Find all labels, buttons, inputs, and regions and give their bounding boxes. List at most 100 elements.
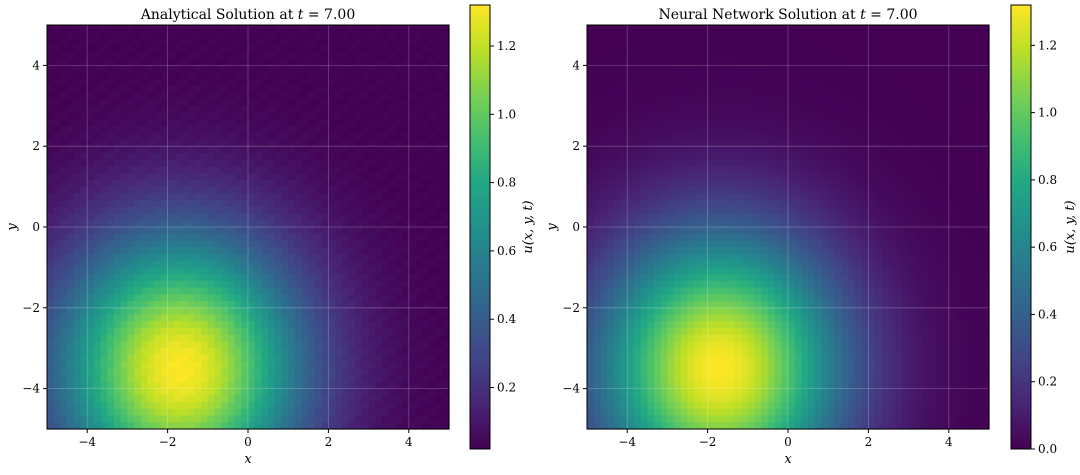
heatmap-cell [728,261,735,268]
heatmap-cell [255,65,262,72]
heatmap-cell [74,146,81,153]
heatmap-cell [721,362,728,369]
heatmap-cell [235,402,242,409]
heatmap-cell [409,294,416,301]
heatmap-cell [627,187,634,194]
heatmap-cell [674,267,681,274]
heatmap-cell [395,362,402,369]
heatmap-cell [208,106,215,113]
heatmap-cell [134,402,141,409]
heatmap-cell [261,301,268,308]
heatmap-cell [221,328,228,335]
heatmap-cell [288,99,295,106]
heatmap-cell [634,301,641,308]
heatmap-cell [134,180,141,187]
heatmap-cell [362,288,369,295]
heatmap-cell [255,375,262,382]
heatmap-cell [261,126,268,133]
heatmap-cell [734,59,741,66]
heatmap-cell [436,59,443,66]
heatmap-cell [60,160,67,167]
heatmap-cell [181,288,188,295]
heatmap-cell [87,207,94,214]
heatmap-cell [282,113,289,120]
heatmap-cell [389,113,396,120]
heatmap-cell [674,362,681,369]
heatmap-cell [436,382,443,389]
heatmap-cell [335,281,342,288]
heatmap-cell [81,193,88,200]
heatmap-cell [614,402,621,409]
heatmap-cell [721,146,728,153]
heatmap-cell [141,261,148,268]
heatmap-cell [382,25,389,32]
heatmap-cell [148,220,155,227]
heatmap-cell [369,65,376,72]
heatmap-cell [194,79,201,86]
heatmap-cell [587,375,594,382]
heatmap-cell [349,315,356,322]
heatmap-cell [134,288,141,295]
heatmap-cell [308,160,315,167]
heatmap-cell [114,52,121,59]
heatmap-cell [375,153,382,160]
heatmap-cell [67,220,74,227]
heatmap-cell [708,335,715,342]
heatmap-cell [429,113,436,120]
heatmap-cell [708,79,715,86]
heatmap-cell [416,288,423,295]
heatmap-cell [174,52,181,59]
heatmap-cell [614,65,621,72]
heatmap-cell [621,315,628,322]
heatmap-cell [168,294,175,301]
heatmap-cell [654,200,661,207]
heatmap-cell [134,328,141,335]
heatmap-cell [181,321,188,328]
heatmap-cell [355,133,362,140]
heatmap-cell [107,375,114,382]
heatmap-cell [94,139,101,146]
heatmap-cell [94,267,101,274]
heatmap-cell [268,173,275,180]
heatmap-cell [94,261,101,268]
heatmap-cell [708,193,715,200]
heatmap-cell [268,79,275,86]
heatmap-cell [429,193,436,200]
heatmap-cell [275,375,282,382]
heatmap-cell [422,294,429,301]
heatmap-cell [188,368,195,375]
heatmap-cell [308,402,315,409]
heatmap-cell [54,301,61,308]
heatmap-cell [721,402,728,409]
heatmap-cell [101,240,108,247]
heatmap-cell [422,227,429,234]
heatmap-cell [275,355,282,362]
heatmap-cell [369,335,376,342]
heatmap-cell [101,45,108,52]
heatmap-cell [161,274,168,281]
heatmap-cell [328,92,335,99]
heatmap-cell [375,254,382,261]
heatmap-cell [181,315,188,322]
heatmap-cell [127,45,134,52]
heatmap-cell [87,79,94,86]
heatmap-cell [174,160,181,167]
heatmap-cell [201,139,208,146]
heatmap-cell [81,59,88,66]
heatmap-cell [355,106,362,113]
heatmap-cell [688,139,695,146]
heatmap-cell [121,99,128,106]
heatmap-cell [241,308,248,315]
heatmap-cell [148,281,155,288]
heatmap-cell [395,261,402,268]
heatmap-cell [295,52,302,59]
heatmap-cell [101,139,108,146]
heatmap-cell [621,382,628,389]
heatmap-cell [60,348,67,355]
heatmap-cell [667,301,674,308]
heatmap-cell [382,409,389,416]
heatmap-cell [288,153,295,160]
heatmap-cell [594,133,601,140]
heatmap-cell [134,32,141,39]
heatmap-cell [714,106,721,113]
